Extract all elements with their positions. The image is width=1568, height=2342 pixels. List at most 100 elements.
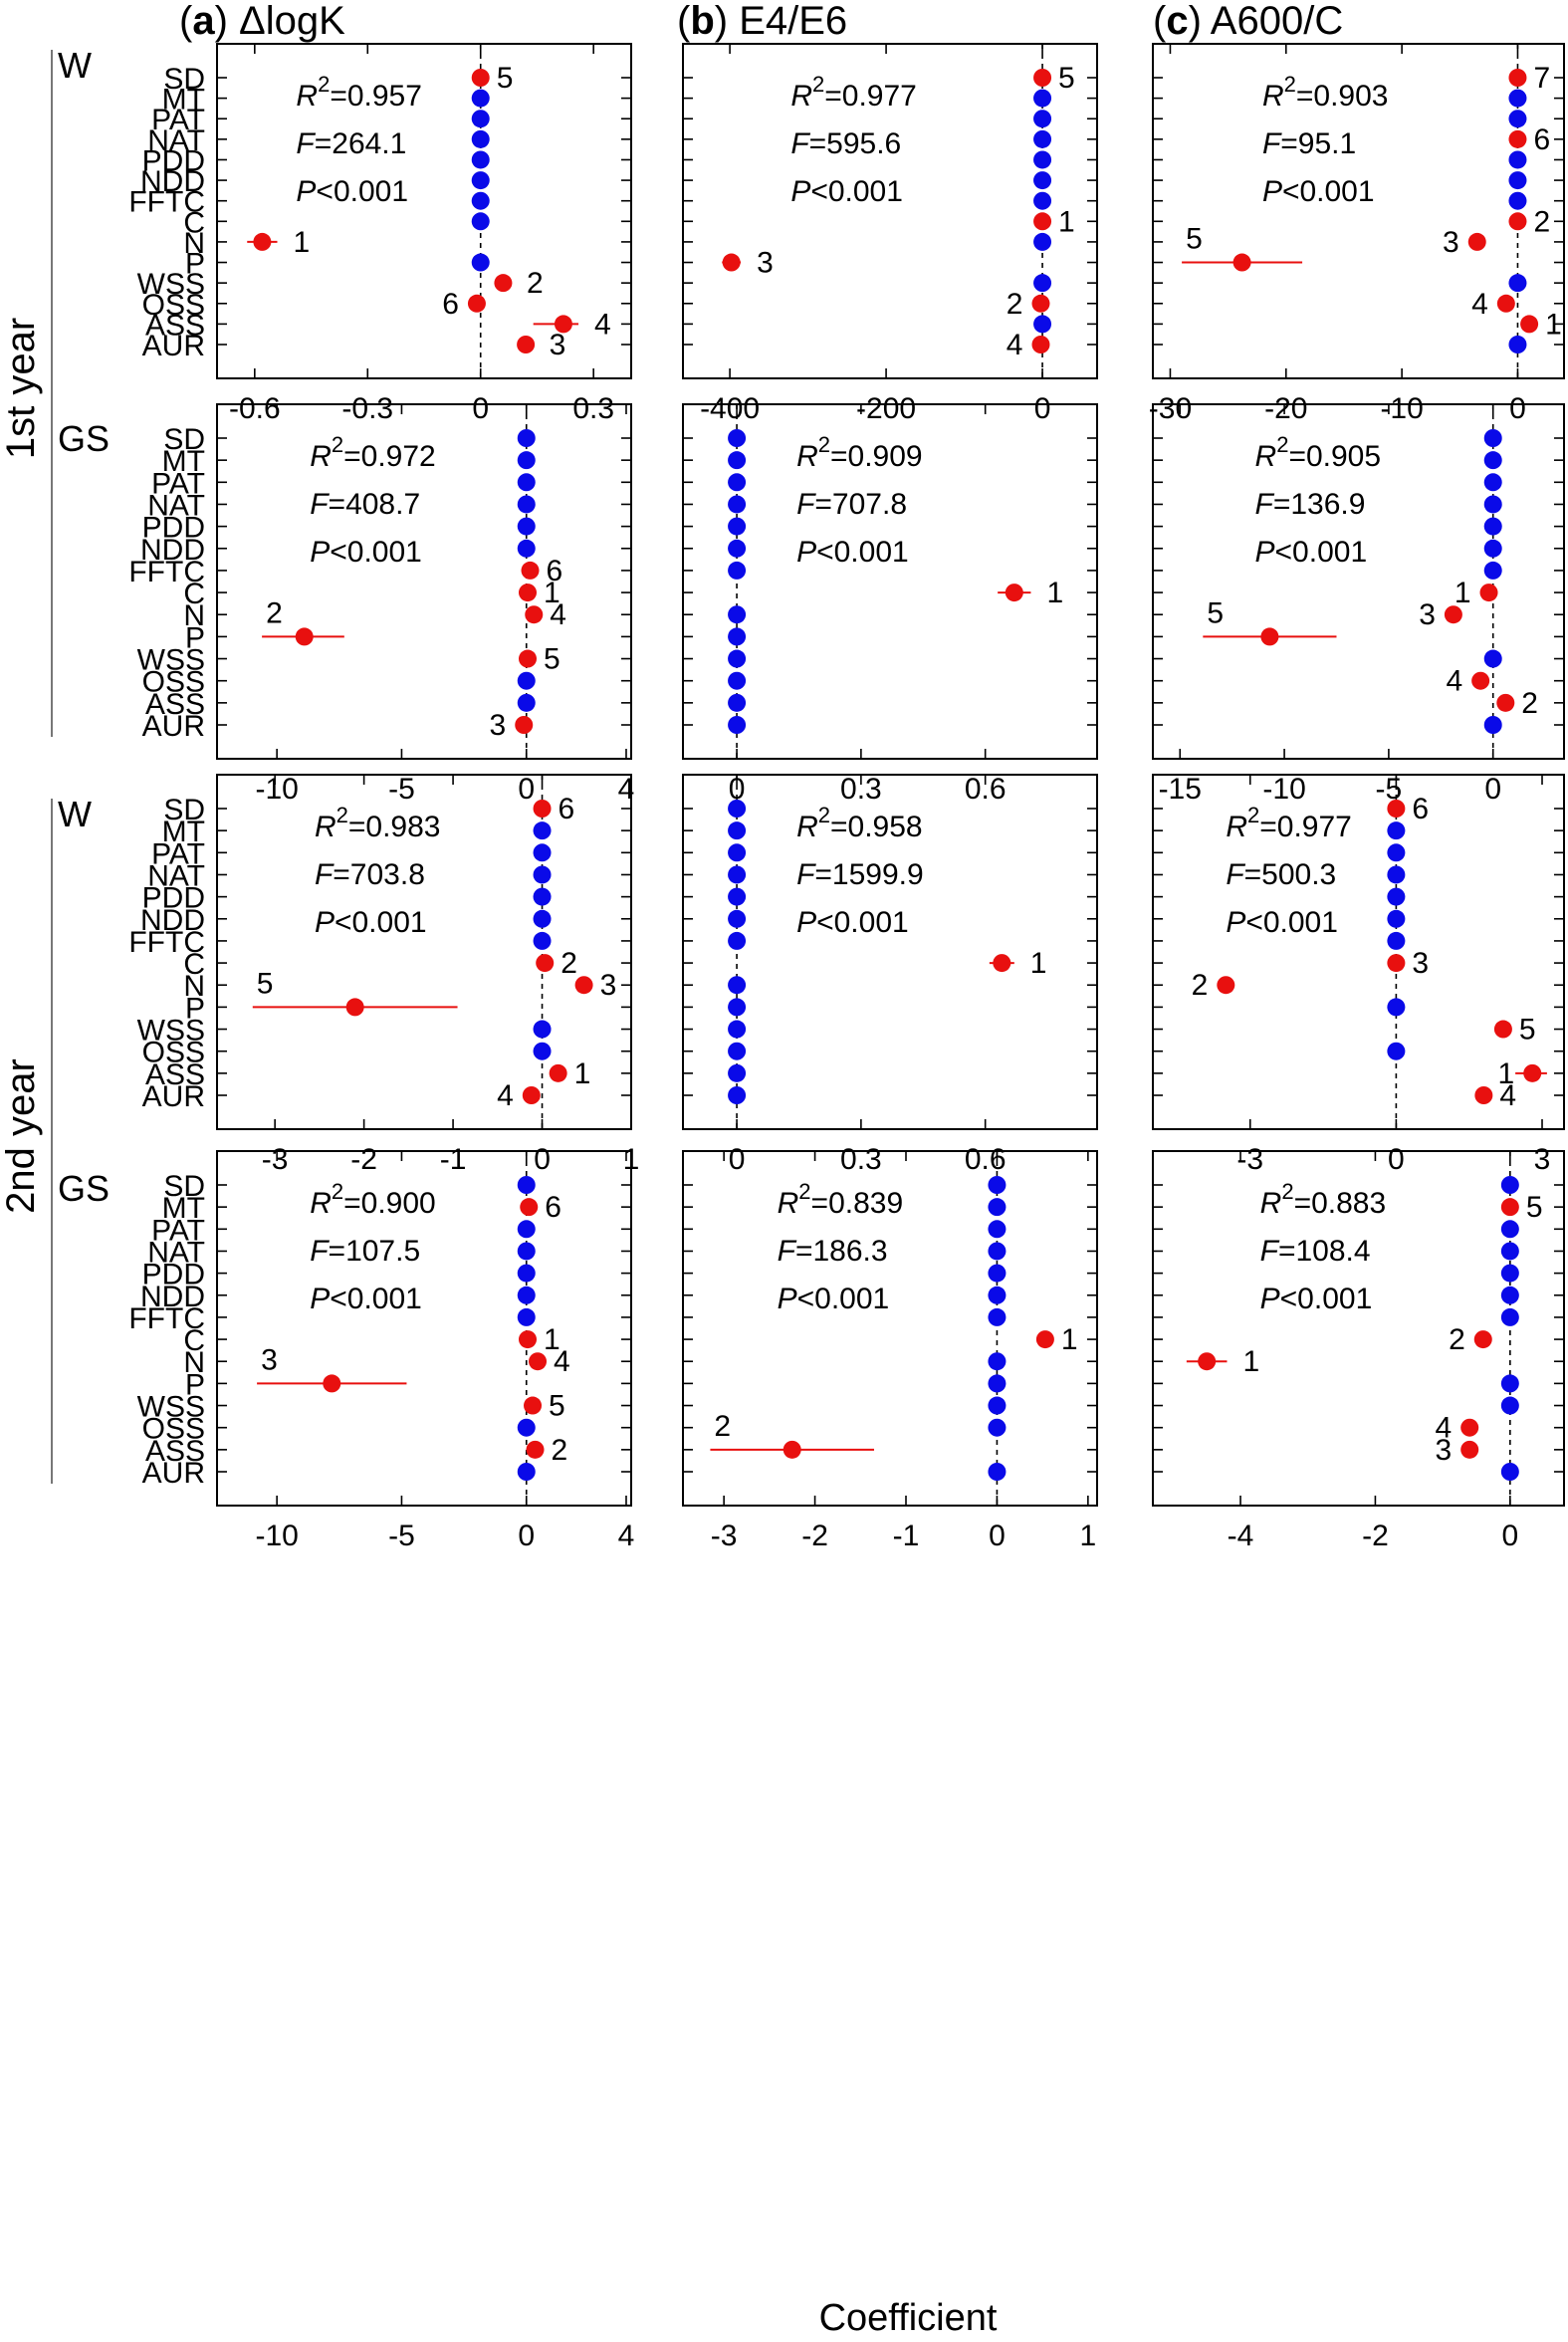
point-n [1444, 605, 1462, 624]
rank-label-sd: 6 [1412, 793, 1429, 825]
y-tick-label: N [183, 599, 205, 632]
point-sd [517, 1176, 536, 1194]
panel-frame [216, 774, 632, 1130]
rank-label-aur: 4 [497, 1079, 514, 1112]
x-tick-label: -1 [440, 1143, 467, 1176]
point-pat [988, 1220, 1007, 1239]
point-nat [1508, 129, 1527, 148]
point-pat [517, 1220, 536, 1239]
rank-label-fftc: 6 [547, 555, 563, 587]
r-squared: R2=0.958 [796, 803, 923, 843]
p-value: P<0.001 [310, 536, 422, 569]
rank-label-n: 3 [1419, 598, 1436, 631]
y-tick-label: NAT [147, 489, 205, 522]
point-fftc [1500, 1307, 1519, 1326]
point-nat [1387, 865, 1406, 884]
year-label: 1st year [0, 318, 43, 459]
point-ndd [1500, 1286, 1519, 1304]
p-value: P<0.001 [796, 536, 909, 569]
y-tick-label: ASS [145, 1435, 205, 1468]
x-tick-label: -15 [1159, 773, 1202, 806]
y-tick-label: MT [162, 816, 205, 848]
point-fftc [1387, 931, 1406, 950]
rank-label-oss: 2 [1007, 288, 1023, 321]
panel-0-2: -30 -20 -10 0 R2=0.903 F=95.1 P<0.001 7 6 2 3 5 4 1 [1149, 43, 1565, 425]
x-tick-label: 0 [534, 1143, 551, 1176]
panel-3-1: -3 -2 -1 0 1 R2=0.839 F=186.3 P<0.001 1 2 [682, 1150, 1098, 1552]
panel-3-2: -4 -2 0 R2=0.883 F=108.4 P<0.001 5 2 1 43 [1152, 1150, 1565, 1552]
point-aur [515, 716, 534, 734]
point-oss [533, 1042, 552, 1060]
point-fftc [517, 1307, 536, 1326]
panel-frame [1152, 1150, 1565, 1507]
point-ass [783, 1440, 801, 1459]
rank-label-c: 1 [1058, 205, 1075, 238]
y-tick-label: AUR [142, 710, 205, 743]
point-n [525, 605, 544, 624]
rank-label-mt: 6 [545, 1191, 561, 1224]
point-c [519, 584, 537, 602]
point-p [728, 627, 747, 646]
x-tick-label: 0 [1501, 1520, 1518, 1552]
point-sd [1387, 800, 1406, 818]
point-n [1198, 1352, 1217, 1371]
rank-label-c: 1 [1046, 577, 1063, 609]
panel-frame [682, 403, 1098, 760]
rank-label-wss: 2 [527, 267, 544, 300]
column-header-letter: a [192, 0, 215, 43]
panel-frame [1152, 403, 1565, 760]
f-statistic: F=186.3 [778, 1235, 888, 1268]
point-ass [554, 315, 572, 334]
point-pdd [1500, 1264, 1519, 1283]
rank-label-wss: 5 [549, 1390, 565, 1423]
point-wss [519, 649, 537, 668]
f-statistic: F=108.4 [1260, 1235, 1371, 1268]
point-c [519, 1330, 537, 1349]
group-label: W [58, 45, 92, 86]
point-pat [1508, 110, 1527, 128]
y-tick-label: SD [163, 63, 205, 96]
point-fftc [988, 1307, 1007, 1326]
point-ass [728, 693, 747, 712]
y-tick-label: WSS [137, 268, 205, 301]
y-tick-label: MT [162, 445, 205, 478]
point-c [1479, 584, 1498, 602]
point-pat [471, 110, 490, 128]
x-tick-label: 0 [472, 392, 489, 425]
group-label: GS [58, 1168, 110, 1209]
r-squared: R2=0.883 [1260, 1179, 1387, 1220]
rank-label-sd: 5 [497, 62, 514, 95]
y-tick-label: SD [163, 794, 205, 826]
point-sd [471, 69, 490, 87]
point-ass [549, 1063, 567, 1082]
rank-label-c: 1 [1061, 1323, 1078, 1356]
panel-frame [682, 1150, 1098, 1507]
panel-2-2: -3 0 3 R2=0.977 F=500.3 P<0.001 6 3 2 514 [1152, 774, 1565, 1176]
y-tick-label: N [183, 970, 205, 1003]
y-tick-label: P [185, 248, 205, 281]
point-aur [728, 716, 747, 734]
x-tick-label: -400 [700, 392, 760, 425]
point-c [1387, 954, 1406, 973]
y-tick-label: MT [162, 84, 205, 117]
point-oss [728, 1042, 747, 1060]
y-tick-label: NDD [140, 1281, 205, 1313]
point-n [574, 976, 593, 995]
x-tick-label: 0 [989, 1520, 1006, 1552]
y-tick-label: PAT [151, 1214, 205, 1247]
point-aur [1508, 336, 1527, 353]
point-c [471, 212, 490, 231]
p-value: P<0.001 [778, 1283, 890, 1315]
point-pdd [517, 1264, 536, 1283]
column-header-letter: b [690, 0, 714, 43]
point-mt [728, 821, 747, 840]
group-label: GS [58, 418, 110, 459]
r-squared: R2=0.972 [310, 432, 436, 473]
point-wss [1483, 649, 1502, 668]
f-statistic: F=1599.9 [796, 858, 924, 891]
point-oss [517, 671, 536, 690]
point-pdd [1387, 887, 1406, 906]
